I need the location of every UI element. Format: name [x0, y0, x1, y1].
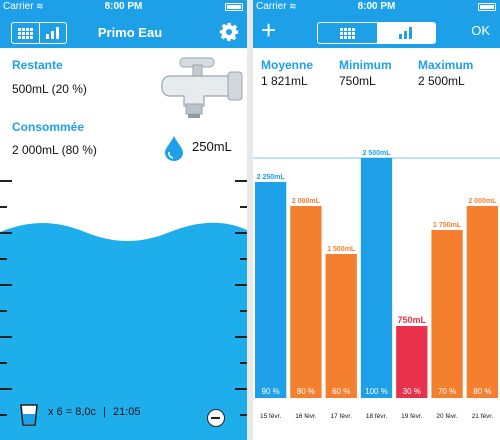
x-tick-label: 16 févr. [295, 413, 317, 420]
bar-value-label: 1 750mL [433, 222, 462, 229]
statistics-screen: Carrier ≋ 8:00 PM + OK Moyenne 1 821mL M… [253, 0, 500, 440]
bar-percent-label: 80 % [297, 387, 315, 396]
page-title: Primo Eau [97, 25, 163, 40]
faucet-icon[interactable] [158, 54, 247, 124]
gauge-tick [0, 284, 12, 286]
bar-percent-label: 100 % [365, 387, 388, 396]
bar-chart-icon [399, 27, 413, 39]
x-tick-label: 19 févr. [401, 413, 423, 420]
status-time: 8:00 PM [104, 1, 143, 12]
gauge-tick [235, 388, 247, 390]
gauge-tick [0, 362, 7, 364]
gauge-tick [0, 232, 12, 234]
x-tick-label: 21 févr. [472, 413, 494, 420]
chart-bar [396, 326, 428, 398]
gauge-tick [0, 388, 12, 390]
table-view-button[interactable] [12, 23, 39, 43]
bar-value-label: 2 000mL [468, 198, 497, 205]
average-value: 1 821mL [261, 74, 308, 88]
battery-icon [225, 3, 243, 11]
remaining-label: Restante [12, 58, 63, 72]
gauge-tick [0, 180, 12, 182]
bar-chart-icon [46, 27, 60, 39]
view-segmented-control[interactable] [11, 22, 67, 44]
carrier-label: Carrier [256, 1, 287, 12]
last-drink-time: 21:05 [113, 406, 141, 418]
bar-percent-label: 70 % [438, 387, 456, 396]
gear-icon[interactable] [219, 22, 239, 42]
chart-bar [360, 158, 393, 398]
bar-percent-label: 60 % [332, 387, 350, 396]
gauge-tick [240, 414, 247, 416]
bar-value-label: 2 250mL [257, 174, 286, 181]
status-time: 8:00 PM [357, 1, 396, 12]
minimum-label: Minimum [339, 58, 392, 72]
wifi-icon: ≋ [36, 1, 44, 11]
average-label: Moyenne [261, 58, 314, 72]
remaining-value: 500mL (20 %) [12, 82, 87, 96]
reference-label: 2 500mL [362, 150, 391, 157]
bar-percent-label: 30 % [403, 387, 421, 396]
gauge-tick [235, 232, 247, 234]
nav-bar: + OK [253, 14, 500, 48]
chart-bar [431, 230, 463, 398]
bar-value-label: 750mL [398, 315, 427, 325]
status-bar: Carrier ≋ 8:00 PM [0, 0, 247, 14]
view-segmented-control[interactable] [317, 22, 436, 44]
glass-count: x 6 = 8,0c [48, 406, 97, 418]
bar-percent-label: 90 % [262, 387, 280, 396]
gauge-tick [235, 180, 247, 182]
x-tick-label: 18 févr. [366, 413, 388, 420]
gauge-tick [0, 336, 12, 338]
chart-bar [290, 206, 322, 398]
screen-divider [247, 0, 253, 440]
chart-bar [255, 182, 287, 398]
bar-percent-label: 80 % [473, 387, 491, 396]
table-view-button[interactable] [318, 23, 377, 43]
gauge-tick [240, 258, 247, 260]
consumed-value: 2 000mL (80 %) [12, 143, 97, 157]
separator: | [103, 406, 106, 418]
nav-bar: Primo Eau [0, 14, 247, 48]
remove-glass-button[interactable] [207, 409, 225, 427]
glass-count-info: x 6 = 8,0c | 21:05 [48, 406, 141, 418]
maximum-label: Maximum [418, 58, 474, 72]
maximum-value: 2 500mL [418, 74, 465, 88]
consumption-bar-chart: 2 500mL 2 250mL 90 % 15 févr. 2 000mL 80 % 16 … [253, 150, 500, 420]
chart-view-button[interactable] [376, 23, 435, 43]
consumed-label: Consommée [12, 120, 85, 134]
gauge-tick [0, 258, 7, 260]
chart-view-button[interactable] [38, 23, 67, 43]
serving-size: 250mL [192, 139, 232, 154]
water-gauge [0, 170, 247, 440]
chart-bar [325, 254, 357, 398]
ok-button[interactable]: OK [471, 23, 490, 38]
gauge-tick [0, 310, 7, 312]
bar-value-label: 1 500mL [327, 246, 356, 253]
water-drop-icon[interactable] [163, 135, 185, 161]
x-tick-label: 17 févr. [331, 413, 353, 420]
water-level [0, 222, 247, 440]
status-bar: Carrier ≋ 8:00 PM [253, 0, 500, 14]
chart-bar [466, 206, 498, 398]
x-tick-label: 15 févr. [260, 413, 282, 420]
add-button[interactable]: + [261, 15, 277, 45]
gauge-tick [235, 336, 247, 338]
gauge-tick [240, 310, 247, 312]
x-tick-label: 20 févr. [436, 413, 458, 420]
table-icon [17, 27, 33, 39]
gauge-tick [0, 414, 7, 416]
gauge-tick [240, 362, 247, 364]
gauge-tick [235, 284, 247, 286]
glass-icon[interactable] [19, 403, 39, 427]
table-icon [339, 27, 355, 39]
minimum-value: 750mL [339, 74, 376, 88]
bar-value-label: 2 000mL [292, 198, 321, 205]
carrier-label: Carrier [3, 1, 34, 12]
water-tracker-screen: Carrier ≋ 8:00 PM Primo Eau Restante 500… [0, 0, 247, 440]
gauge-tick [0, 206, 7, 208]
gauge-tick [240, 206, 247, 208]
wifi-icon: ≋ [289, 1, 297, 11]
battery-icon [478, 3, 496, 11]
